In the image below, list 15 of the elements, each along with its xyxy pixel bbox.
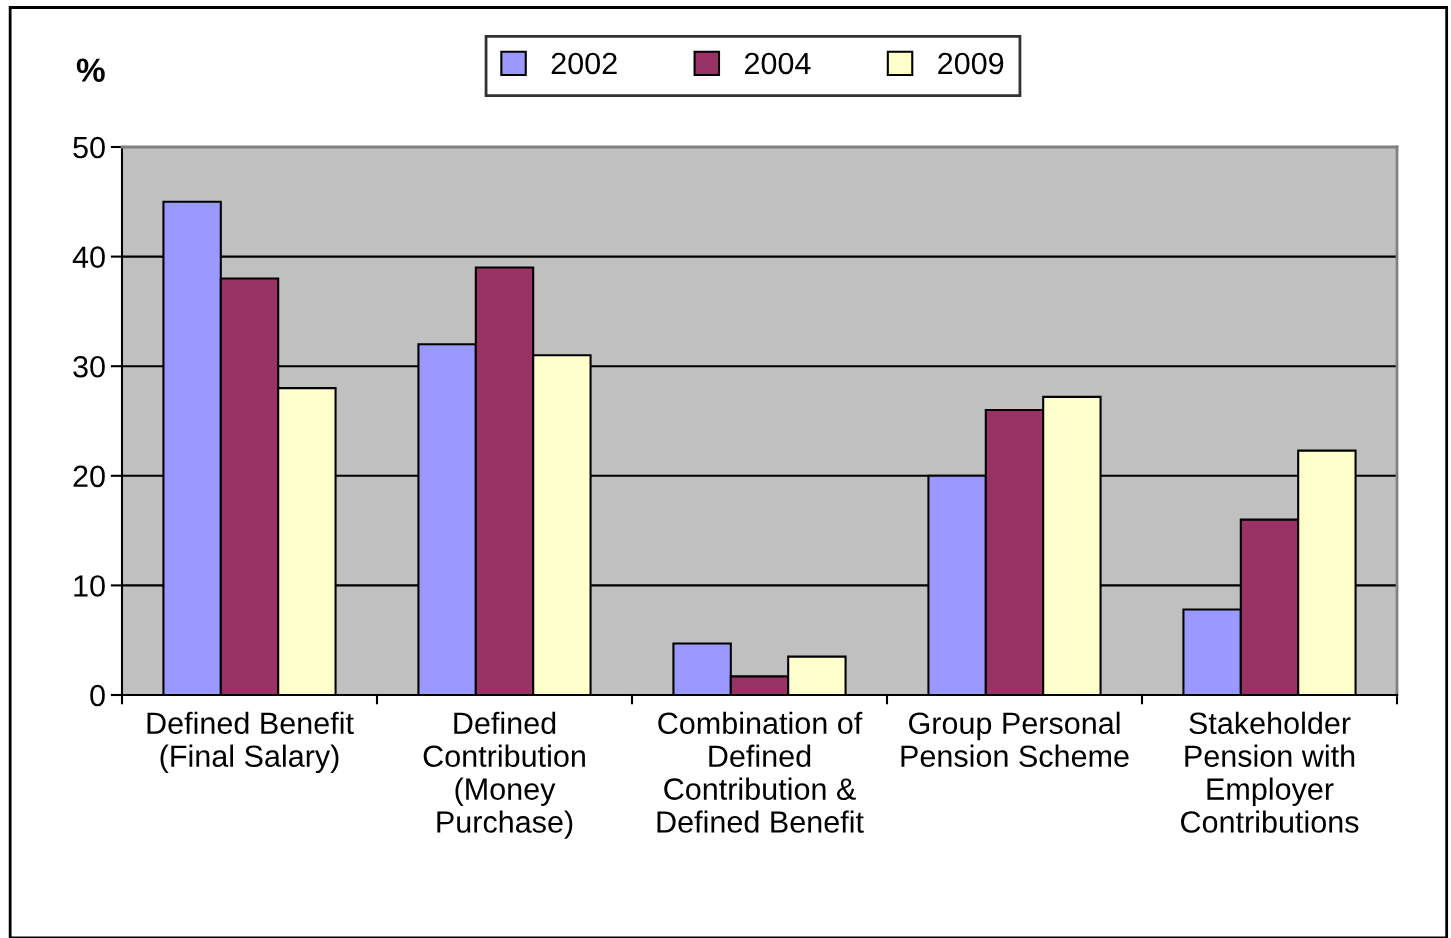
- x-tick-label: Group Personal Pension Scheme: [901, 711, 1129, 768]
- x-tick-label: Defined Contribution (Money Purchase): [423, 711, 585, 839]
- y-tick-label: 10: [74, 575, 105, 597]
- x-tick-label: Defined Benefit (Final Salary): [147, 711, 354, 774]
- legend-label: 2004: [745, 52, 811, 75]
- y-tick-label: 20: [73, 465, 105, 488]
- x-tick-label: Stakeholder Pension with Employer Contributions: [1181, 711, 1359, 833]
- y-tick-label: 0: [90, 684, 105, 707]
- x-tick-label: Combination of Defined Contribution & Defined Benefit: [657, 711, 864, 833]
- y-axis-title: %: [76, 58, 105, 82]
- legend-label: 2002: [551, 52, 617, 75]
- y-tick-label: 40: [72, 246, 105, 268]
- y-tick-label: 30: [73, 355, 105, 378]
- legend-label: 2009: [938, 52, 1004, 75]
- y-tick-label: 50: [73, 136, 105, 159]
